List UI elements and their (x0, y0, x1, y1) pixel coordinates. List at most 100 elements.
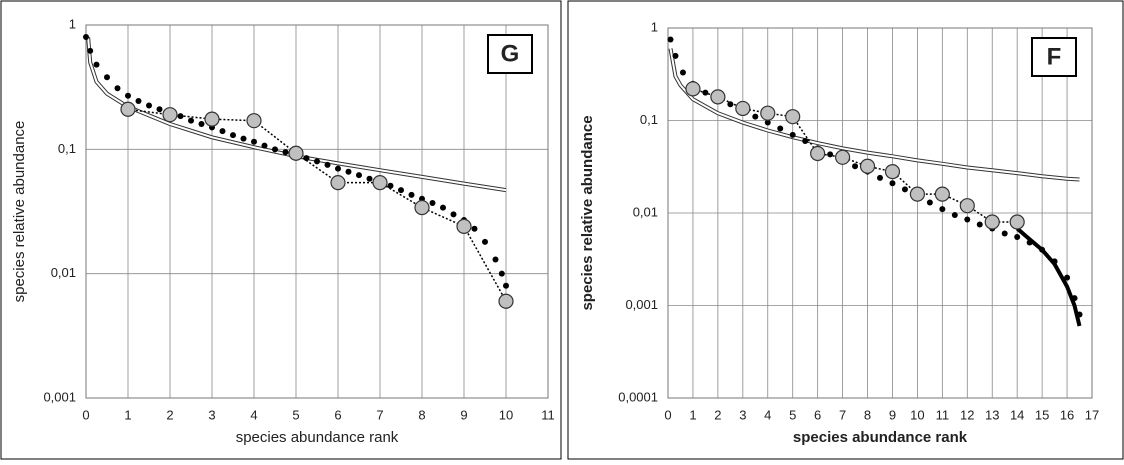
model-dot (93, 61, 100, 68)
model-dot (251, 138, 257, 145)
panel-frame (567, 0, 1124, 460)
plot-frame (85, 24, 549, 399)
model-dot (498, 270, 505, 277)
observed-point (959, 198, 975, 214)
model-dot (314, 158, 320, 165)
x-tick-label: 1 (689, 407, 696, 422)
model-dot (398, 187, 404, 194)
x-tick-label: 8 (418, 407, 425, 422)
x-tick-label: 9 (889, 407, 896, 422)
x-tick-label: 4 (764, 407, 771, 422)
observed-point (984, 214, 1000, 230)
annotation: F (1047, 43, 1062, 70)
y-tick-label: 0,0001 (618, 389, 658, 404)
x-tick-label: 11 (541, 407, 555, 422)
model-dot (1014, 234, 1021, 241)
x-tick-label: 14 (1010, 407, 1024, 422)
annotation-box (487, 34, 533, 74)
model-dot (261, 142, 268, 149)
observed-point (685, 81, 701, 97)
model-dot (387, 182, 394, 189)
observed-point (884, 164, 901, 180)
model-dot (335, 165, 341, 172)
x-tick-label: 7 (376, 407, 383, 422)
model-dot (951, 212, 958, 219)
observed-point (162, 107, 178, 123)
model-dot (1064, 274, 1071, 281)
x-axis-label: species abundance rank (793, 429, 968, 446)
model-dot (482, 238, 488, 245)
x-tick-label: 3 (739, 407, 746, 422)
x-tick-label: 15 (1035, 407, 1049, 422)
model-dot (802, 138, 809, 145)
model-dot (672, 52, 679, 59)
model-line (87, 36, 507, 192)
x-tick-label: 8 (864, 407, 871, 422)
x-tick-label: 4 (250, 407, 257, 422)
model-dot (282, 149, 289, 156)
model-dot (114, 85, 121, 92)
model-dot (492, 256, 499, 263)
fit-line (1015, 226, 1082, 327)
model-dot (901, 186, 908, 193)
x-tick-label: 2 (714, 407, 721, 422)
observed-point (498, 293, 514, 309)
y-tick-label: 0,1 (58, 141, 76, 156)
y-axis-label: species relative abundance (11, 121, 28, 303)
model-dot (345, 168, 352, 175)
model-line (669, 48, 1080, 181)
observed-point (246, 113, 262, 129)
observed-point (456, 218, 472, 234)
observed-point (834, 149, 851, 165)
plot-frame (667, 27, 1093, 399)
annotation: G (501, 40, 520, 67)
x-tick-label: 13 (985, 407, 999, 422)
x-tick-label: 0 (664, 407, 671, 422)
model-dot (156, 106, 163, 113)
observed-point (909, 186, 926, 202)
observed-point (810, 145, 826, 162)
y-axis-label: species relative abundance (579, 115, 596, 310)
model-dot (852, 163, 859, 170)
x-tick-label: 9 (460, 407, 467, 422)
x-tick-label: 12 (960, 407, 974, 422)
y-tick-label: 0,001 (43, 389, 76, 404)
model-dot (146, 102, 152, 109)
x-tick-label: 5 (789, 407, 796, 422)
model-dot (356, 172, 362, 179)
observed-line (127, 108, 507, 302)
y-tick-label: 0,001 (625, 297, 658, 312)
x-tick-label: 11 (936, 407, 950, 422)
model-dot (366, 175, 373, 182)
y-tick-label: 0,1 (640, 112, 658, 127)
observed-point (414, 199, 430, 216)
observed-point (859, 158, 876, 174)
model-dot (976, 221, 983, 228)
model-dot (272, 146, 278, 153)
y-tick-label: 0,01 (51, 265, 76, 280)
model-dot (408, 191, 415, 198)
model-dot (926, 199, 933, 206)
model-dot (667, 36, 674, 43)
model-dot (303, 155, 310, 162)
model-dot (471, 225, 478, 232)
x-tick-label: 7 (839, 407, 846, 422)
model-dot (679, 69, 686, 76)
observed-point (934, 186, 950, 202)
model-dot (87, 47, 94, 54)
model-dot (752, 113, 759, 120)
x-tick-label: 10 (499, 407, 513, 422)
model-dot (789, 131, 796, 138)
observed-point (735, 100, 751, 117)
x-tick-label: 1 (124, 407, 131, 422)
observed-point (710, 89, 726, 105)
annotation-box (1031, 37, 1077, 77)
model-dot (877, 174, 883, 181)
x-tick-label: 0 (82, 407, 89, 422)
x-tick-label: 3 (208, 407, 215, 422)
model-dot (764, 119, 771, 126)
model-dot (1001, 230, 1008, 237)
model-dot (939, 206, 946, 213)
